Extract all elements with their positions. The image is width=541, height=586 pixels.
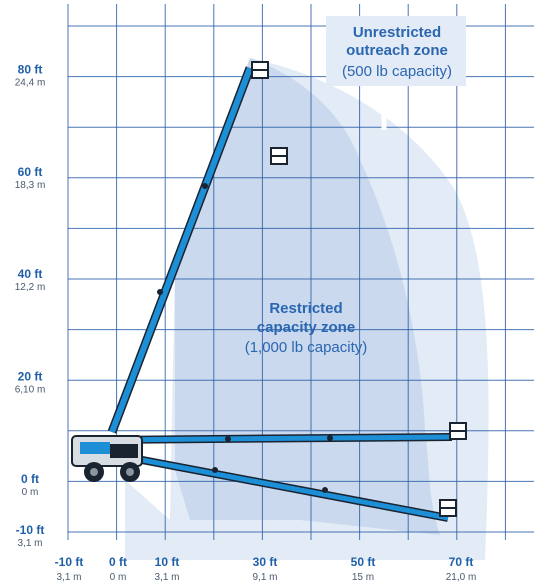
- x-tick-m-label: 21,0 m: [446, 572, 477, 583]
- y-tick-ft-label: 20 ft: [18, 370, 43, 384]
- unrestricted-title-line-2: outreach zone: [346, 42, 448, 59]
- y-tick-m-label: 6,10 m: [15, 385, 46, 396]
- y-tick-ft-label: -10 ft: [16, 523, 45, 537]
- unrestricted-title-line-1: Unrestricted: [353, 24, 441, 41]
- restricted-capacity: (1,000 lb capacity): [245, 339, 368, 356]
- restricted-capacity-zone: [175, 58, 440, 535]
- unrestricted-capacity: (500 lb capacity): [342, 63, 452, 80]
- y-tick-ft-label: 80 ft: [18, 62, 43, 76]
- boom-below-grade: [99, 448, 449, 522]
- unrestricted-label-bg: [326, 16, 466, 86]
- y-tick-m-label: 3,1 m: [17, 538, 42, 549]
- platform-horizontal-icon: [449, 422, 467, 440]
- x-tick-m-label: 3,1 m: [56, 572, 81, 583]
- platform-below-grade-icon: [439, 499, 457, 517]
- restricted-title-line-1: Restricted: [269, 300, 342, 317]
- y-tick-m-label: 24,4 m: [15, 77, 46, 88]
- y-tick-ft-label: 40 ft: [18, 267, 43, 281]
- x-tick-ft-label: 50 ft: [351, 555, 376, 569]
- restricted-title-line-2: capacity zone: [257, 319, 355, 336]
- boom-horizontal: [89, 433, 453, 444]
- x-tick-m-label: 9,1 m: [252, 572, 277, 583]
- x-tick-m-label: 15 m: [352, 572, 374, 583]
- x-tick-ft-label: 10 ft: [155, 555, 180, 569]
- y-tick-m-label: 18,3 m: [15, 180, 46, 191]
- y-tick-m-label: 0 m: [22, 487, 39, 498]
- platform-mid-icon: [270, 147, 288, 165]
- x-tick-m-label: 0 m: [110, 572, 127, 583]
- x-tick-m-label: 3,1 m: [154, 572, 179, 583]
- x-axis-labels: -10 ft 3,1 m 0 ft 0 m 10 ft 3,1 m 30 ft 9,1 m 50…: [55, 555, 477, 583]
- y-tick-ft-label: 60 ft: [18, 165, 43, 179]
- machine-chassis-icon: [71, 435, 143, 482]
- x-tick-ft-label: 30 ft: [253, 555, 278, 569]
- y-tick-ft-label: 0 ft: [21, 472, 39, 486]
- x-tick-ft-label: 0 ft: [109, 555, 127, 569]
- y-tick-m-label: 12,2 m: [15, 282, 46, 293]
- x-tick-ft-label: -10 ft: [55, 555, 84, 569]
- boom-vertical: [107, 66, 255, 434]
- platform-top-icon: [251, 61, 269, 79]
- x-tick-ft-label: 70 ft: [449, 555, 474, 569]
